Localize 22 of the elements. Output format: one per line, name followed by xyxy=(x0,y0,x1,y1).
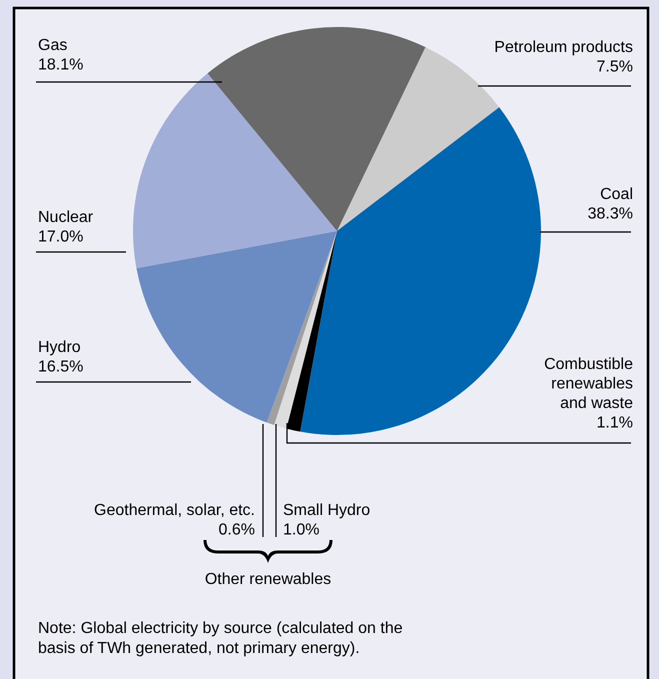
slice-label: Petroleum products xyxy=(494,39,633,56)
pie-slice xyxy=(300,107,541,435)
pie-slice xyxy=(133,73,337,268)
text: Other renewables xyxy=(204,571,332,588)
text: Note: Global electricity by source (calculated on the basis of TWh generated, not primary energy). xyxy=(38,620,403,657)
slice-label: Small Hydro xyxy=(283,502,370,519)
data-label: 0.6% xyxy=(218,522,255,538)
slice-label: Combustible renewables and waste xyxy=(544,356,634,412)
data-label: 1.0% xyxy=(283,522,320,538)
data-label: 17.0% xyxy=(38,228,84,246)
slice-label: Geothermal, solar, etc. xyxy=(94,502,255,519)
data-label: 38.3% xyxy=(588,206,633,222)
data-label: 1.1% xyxy=(596,414,633,432)
data-label: 16.5% xyxy=(38,358,84,376)
slice-label: Hydro xyxy=(38,339,81,356)
pie-slice xyxy=(136,231,337,423)
data-label: 7.5% xyxy=(596,58,633,76)
slice-label: Gas xyxy=(38,37,68,54)
pie-slice xyxy=(208,27,426,231)
slice-label: Coal xyxy=(600,186,633,203)
data-label: 18.1% xyxy=(38,56,84,74)
slice-label: Nuclear xyxy=(38,209,94,226)
